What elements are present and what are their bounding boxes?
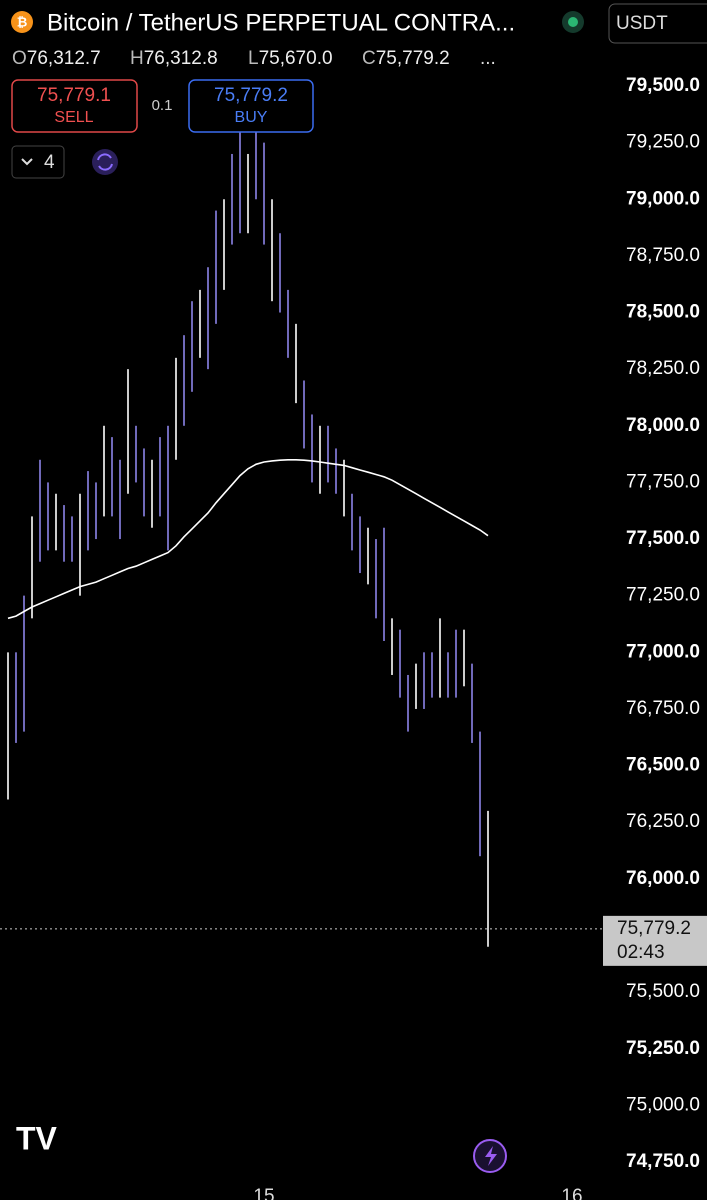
ohlc-value: 75,779.2 <box>376 48 450 69</box>
y-tick-label: 78,250.0 <box>626 358 700 379</box>
sell-label: SELL <box>54 109 93 126</box>
y-tick-label: 78,500.0 <box>626 302 700 323</box>
ohlc-key: L <box>248 48 259 69</box>
y-tick-label: 79,500.0 <box>626 75 700 96</box>
last-price-box <box>603 915 707 966</box>
y-tick-label: 77,250.0 <box>626 585 700 606</box>
y-tick-label: 79,000.0 <box>626 188 700 209</box>
spread: 0.1 <box>152 97 173 114</box>
coin-glyph: ₿ <box>17 14 28 29</box>
x-tick-label: 16 <box>561 1186 582 1200</box>
buy-button[interactable] <box>188 79 314 133</box>
y-tick-label: 75,250.0 <box>626 1038 700 1059</box>
ohlc-value: 76,312.8 <box>144 48 218 69</box>
symbol-title[interactable]: Bitcoin / TetherUS PERPETUAL CONTRA... <box>47 9 515 36</box>
y-tick-label: 79,250.0 <box>626 132 700 153</box>
ohlc-item: C75,779.2 <box>362 48 450 69</box>
last-price-label: 75,779.2 <box>617 918 691 939</box>
ohlc-key: H <box>130 48 144 69</box>
tv-logo: TV <box>16 1120 58 1156</box>
ohlc-key: O <box>12 48 27 69</box>
lightning-icon <box>485 1146 497 1166</box>
more[interactable]: ... <box>480 48 496 69</box>
y-tick-label: 78,750.0 <box>626 245 700 266</box>
y-tick-label: 76,250.0 <box>626 811 700 832</box>
y-tick-label: 77,500.0 <box>626 528 700 549</box>
chevron <box>21 158 33 166</box>
ohlc-value: 75,670.0 <box>259 48 333 69</box>
plot <box>0 119 603 947</box>
coin-icon <box>11 11 33 33</box>
countdown: 02:43 <box>617 942 665 963</box>
y-tick-label: 77,000.0 <box>626 641 700 662</box>
ohlc-key: C <box>362 48 376 69</box>
buy-label: BUY <box>235 109 268 126</box>
moving-average <box>7 459 489 620</box>
y-tick-label: 76,750.0 <box>626 698 700 719</box>
price-axis: 79,500.0 79,250.0 79,000.0 78,750.0 78,500.0… <box>253 75 707 1200</box>
ohlc-item: H76,312.8 <box>130 48 218 69</box>
x-tick-label: 15 <box>253 1186 274 1200</box>
sell-button[interactable] <box>11 79 138 133</box>
y-tick-label: 75,500.0 <box>626 981 700 1002</box>
y-tick-label: 76,000.0 <box>626 868 700 889</box>
indicator-count: 4 <box>44 152 55 173</box>
ohlc-item: L75,670.0 <box>248 48 333 69</box>
y-tick-label: 74,750.0 <box>626 1151 700 1172</box>
ohlc-row: O76,312.7 H76,312.8 L75,670.0 C75,779.2 <box>12 48 450 69</box>
y-tick-label: 77,750.0 <box>626 471 700 492</box>
refresh-icon <box>97 153 113 171</box>
y-tick-label: 76,500.0 <box>626 755 700 776</box>
status-dot-inner <box>568 17 578 27</box>
y-tick-label: 75,000.0 <box>626 1094 700 1115</box>
refresh-button[interactable] <box>92 149 118 175</box>
buy-price: 75,779.2 <box>214 85 288 106</box>
indicator-toggle[interactable] <box>11 145 65 179</box>
y-tick-label: 78,000.0 <box>626 415 700 436</box>
ohlc-value: 76,312.7 <box>27 48 101 69</box>
currency: USDT <box>616 13 668 34</box>
sell-price: 75,779.1 <box>37 85 111 106</box>
ohlc-item: O76,312.7 <box>12 48 101 69</box>
currency-button[interactable] <box>608 3 707 44</box>
